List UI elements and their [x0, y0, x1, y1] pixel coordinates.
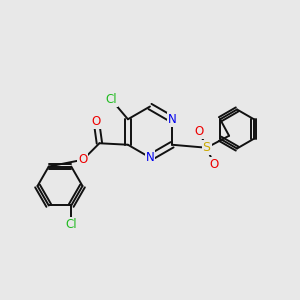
Text: N: N	[146, 151, 154, 164]
Text: O: O	[209, 158, 219, 171]
Text: O: O	[78, 153, 88, 166]
Text: S: S	[202, 141, 211, 154]
Text: O: O	[92, 115, 101, 128]
Text: Cl: Cl	[65, 218, 77, 231]
Text: Cl: Cl	[106, 93, 117, 106]
Text: O: O	[194, 125, 204, 138]
Text: N: N	[168, 113, 176, 126]
